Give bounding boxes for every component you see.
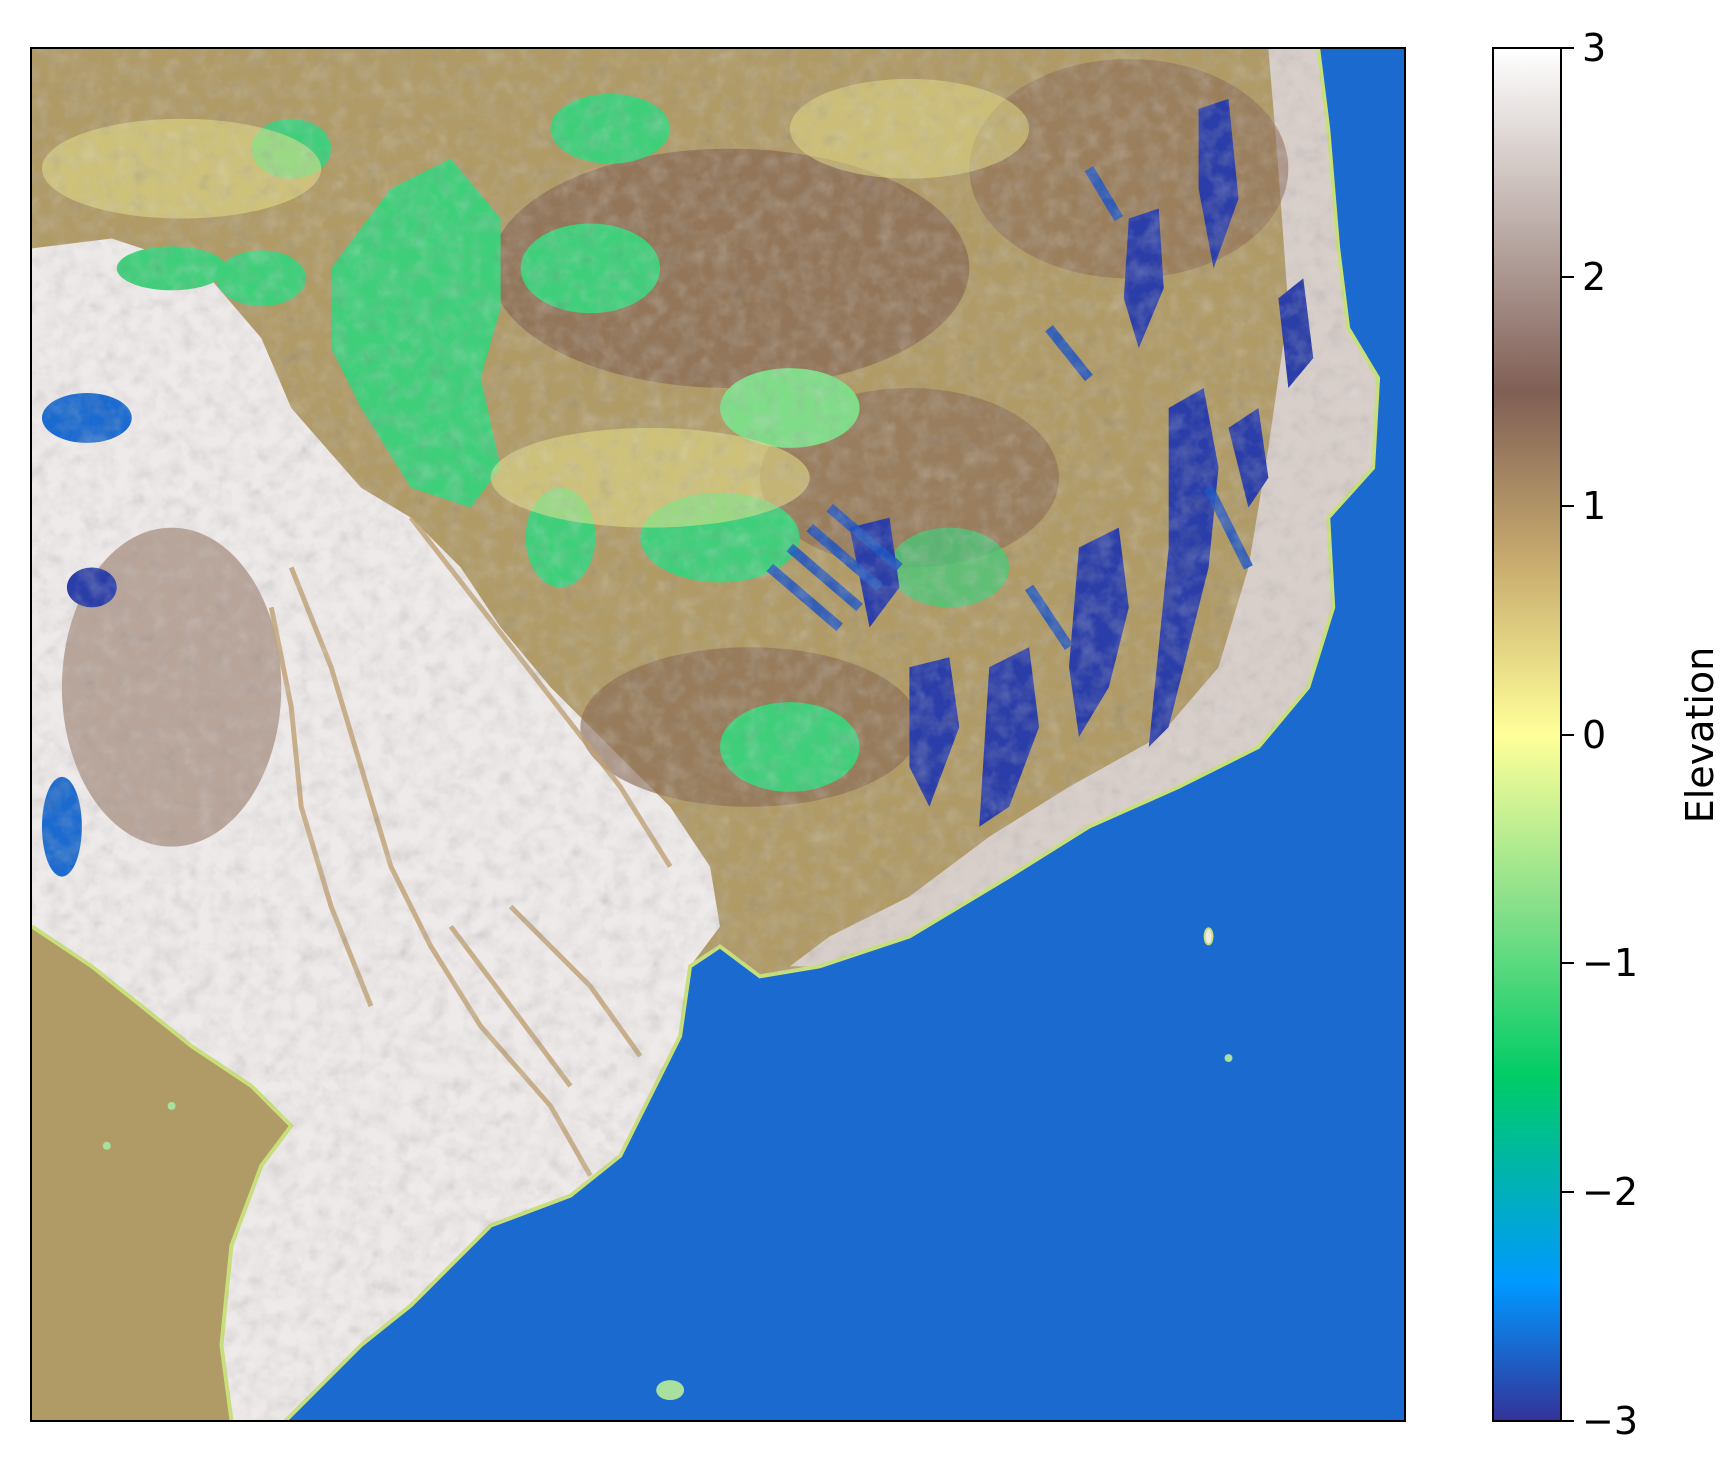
colorbar-tick-mark <box>1562 47 1574 49</box>
colorbar-tick-mark <box>1562 733 1574 736</box>
colorbar-tick-mark <box>1562 962 1574 965</box>
colorbar-tick-label: 2 <box>1582 254 1607 299</box>
colorbar-tick-label: 0 <box>1582 712 1607 757</box>
island-4 <box>102 1141 111 1150</box>
colorbar-tick-mark <box>1562 504 1574 507</box>
colorbar-tick-mark <box>1562 275 1574 278</box>
colorbar-tick-label: 3 <box>1582 26 1607 70</box>
island-1 <box>1203 927 1214 946</box>
colorbar-tick-label: −3 <box>1582 1399 1639 1443</box>
island-2 <box>656 1380 685 1401</box>
colorbar-tick-mark <box>1562 1191 1574 1194</box>
elevation-map <box>30 47 1406 1422</box>
colorbar-gradient <box>1492 47 1562 1422</box>
colorbar-tick-label: 1 <box>1582 483 1607 528</box>
colorbar-tick-label: −2 <box>1582 1170 1639 1215</box>
colorbar-tick-mark <box>1562 1420 1574 1422</box>
island-3 <box>1224 1054 1233 1063</box>
colorbar-label: Elevation <box>1678 646 1722 824</box>
colorbar-tick-label: −1 <box>1582 941 1639 986</box>
elevation-raster <box>32 49 1404 1420</box>
island-5 <box>167 1101 176 1110</box>
